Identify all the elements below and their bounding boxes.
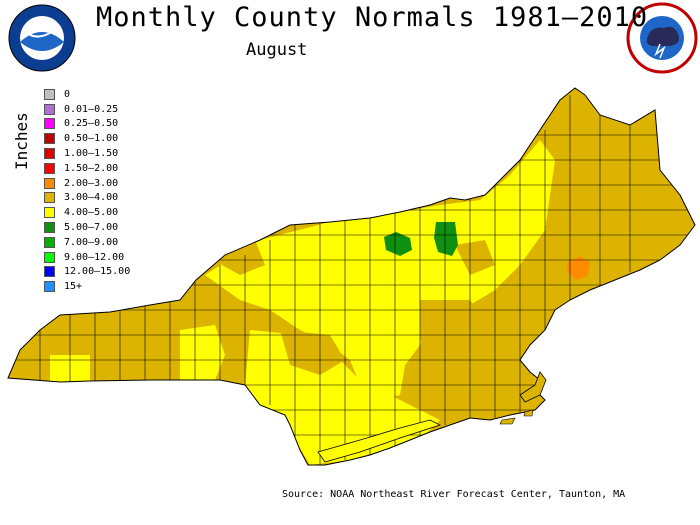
legend-label: 3.00–4.00 (64, 192, 119, 204)
legend-label: 0 (64, 88, 71, 100)
region-4-5-wny (180, 325, 225, 380)
legend-label: 7.00–9.00 (64, 236, 119, 248)
cape-cod (519, 371, 547, 403)
legend-item: 2.00–3.00 (44, 176, 130, 191)
martha-vineyard (499, 417, 516, 425)
legend-item: 4.00–5.00 (44, 205, 130, 220)
region-4-5-north (205, 140, 555, 400)
legend-item: 15+ (44, 279, 130, 294)
legend-label: 5.00–7.00 (64, 222, 119, 234)
nantucket (523, 409, 534, 417)
legend-label: 0.01–0.25 (64, 103, 119, 115)
legend-swatch (44, 162, 55, 174)
region-2-3 (567, 256, 590, 280)
legend-swatch (44, 222, 55, 234)
legend-item: 0.25–0.50 (44, 117, 130, 132)
legend-label: 12.00–15.00 (64, 266, 131, 278)
legend-label: 0.25–0.50 (64, 118, 119, 130)
legend-label: 9.00–12.00 (64, 251, 125, 263)
legend-item: 3.00–4.00 (44, 191, 130, 206)
legend-label: 15+ (64, 281, 83, 293)
region-3-4-ma (420, 300, 490, 360)
legend-swatch (44, 177, 55, 189)
legend-item: 12.00–15.00 (44, 265, 130, 280)
source-credit: Source: NOAA Northeast River Forecast Ce… (282, 489, 626, 500)
legend-item: 1.50–2.00 (44, 161, 130, 176)
region-3-4-nh (455, 240, 495, 275)
legend-swatch (44, 251, 55, 263)
legend: 0 0.01–0.25 0.25–0.50 0.50–1.00 1.00–1.50 1.5… (44, 87, 130, 294)
legend-swatch (44, 103, 55, 115)
region-5-7-west (384, 232, 412, 256)
legend-swatch (44, 88, 55, 100)
legend-item: 5.00–7.00 (44, 220, 130, 235)
region-3-4-catskill (280, 330, 345, 375)
legend-swatch (44, 118, 55, 130)
legend-swatch (44, 133, 55, 145)
legend-swatch (44, 266, 55, 278)
long-island (317, 419, 442, 463)
legend-label: 1.00–1.50 (64, 148, 119, 160)
nws-logo (626, 2, 698, 74)
legend-item: 0.50–1.00 (44, 131, 130, 146)
noaa-logo (8, 4, 76, 72)
region-5-7-east (434, 222, 458, 256)
legend-swatch (44, 236, 55, 248)
legend-item: 0 (44, 87, 130, 102)
region-outline (7, 87, 696, 466)
legend-label: 1.50–2.00 (64, 162, 119, 174)
legend-item: 7.00–9.00 (44, 235, 130, 250)
map-title: Monthly County Normals 1981–2010 (96, 2, 649, 33)
legend-label: 0.50–1.00 (64, 133, 119, 145)
legend-swatch (44, 148, 55, 160)
legend-item: 1.00–1.50 (44, 146, 130, 161)
legend-swatch (44, 207, 55, 219)
units-label: Inches (12, 112, 31, 170)
legend-label: 2.00–3.00 (64, 177, 119, 189)
map-subtitle: August (246, 40, 308, 60)
legend-item: 9.00–12.00 (44, 250, 130, 265)
legend-item: 0.01–0.25 (44, 102, 130, 117)
legend-swatch (44, 281, 55, 293)
legend-label: 4.00–5.00 (64, 207, 119, 219)
legend-swatch (44, 192, 55, 204)
